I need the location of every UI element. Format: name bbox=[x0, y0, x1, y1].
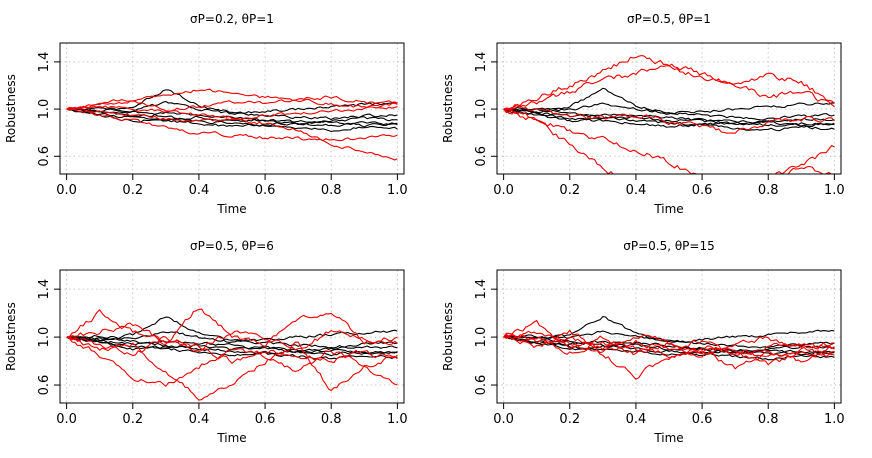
chart-title: σP=0.5, θP=6 bbox=[190, 239, 274, 253]
perturbed-path-11 bbox=[66, 95, 398, 112]
y-tick-label: 1.4 bbox=[474, 52, 489, 73]
x-tick-label: 0.2 bbox=[559, 183, 580, 198]
x-tick-label: 1.0 bbox=[387, 412, 408, 427]
model-path-1 bbox=[66, 89, 398, 121]
x-tick-label: 0.8 bbox=[758, 412, 779, 427]
model-path-3 bbox=[503, 336, 835, 356]
plot-frame bbox=[496, 42, 842, 175]
model-path-3 bbox=[66, 336, 398, 357]
perturbed-path-8 bbox=[503, 329, 835, 355]
y-tick-label: 1.0 bbox=[474, 327, 489, 348]
perturbed-path-8 bbox=[66, 336, 398, 387]
x-tick-label: 0.6 bbox=[255, 412, 276, 427]
y-tick-label: 1.4 bbox=[37, 52, 52, 73]
plot-frame bbox=[59, 269, 405, 404]
perturbed-path-11 bbox=[503, 105, 835, 134]
x-axis-title: Time bbox=[216, 431, 246, 445]
x-tick-label: 0.4 bbox=[189, 412, 210, 427]
model-path-6 bbox=[503, 108, 835, 132]
chart-panel-2: 0.0 0.2 0.4 0.6 0.8 1.0 0.6 1.0 1.4 Time Robustnes… bbox=[441, 12, 845, 216]
perturbed-path-10 bbox=[66, 322, 398, 353]
perturbed-path-9 bbox=[66, 107, 398, 142]
y-tick-label: 0.6 bbox=[474, 375, 489, 396]
x-tick-label: 0.4 bbox=[626, 412, 647, 427]
x-tick-label: 0.0 bbox=[493, 412, 514, 427]
x-tick-label: 0.2 bbox=[122, 183, 143, 198]
perturbed-path-10 bbox=[66, 105, 398, 161]
model-path-2 bbox=[503, 102, 835, 115]
y-tick-label: 1.4 bbox=[474, 279, 489, 300]
perturbed-path-9 bbox=[66, 335, 398, 401]
model-path-4 bbox=[503, 108, 835, 124]
chart-panel-1: 0.0 0.2 0.4 0.6 0.8 1.0 0.6 1.0 1.4 Time Robustnes… bbox=[4, 12, 408, 216]
perturbed-path-7 bbox=[66, 88, 398, 110]
x-tick-label: 1.0 bbox=[824, 412, 845, 427]
x-axis-title: Time bbox=[216, 202, 246, 216]
x-tick-label: 0.0 bbox=[56, 412, 77, 427]
perturbed-path-9 bbox=[503, 108, 835, 174]
x-tick-label: 0.0 bbox=[493, 183, 514, 198]
y-axis-title: Robustness bbox=[441, 302, 455, 371]
series-group bbox=[503, 55, 835, 174]
x-tick-label: 0.8 bbox=[758, 183, 779, 198]
x-tick-label: 0.8 bbox=[321, 412, 342, 427]
y-tick-label: 1.4 bbox=[37, 279, 52, 300]
perturbed-path-9 bbox=[503, 330, 835, 380]
x-tick-label: 0.6 bbox=[692, 412, 713, 427]
plot-frame bbox=[59, 42, 405, 175]
model-path-3 bbox=[66, 108, 398, 127]
x-tick-label: 0.2 bbox=[122, 412, 143, 427]
perturbed-path-8 bbox=[503, 63, 835, 110]
x-tick-label: 0.8 bbox=[321, 183, 342, 198]
perturbed-path-11 bbox=[503, 334, 835, 366]
plot-frame bbox=[496, 269, 842, 404]
perturbed-path-8 bbox=[66, 106, 398, 123]
model-path-6 bbox=[66, 107, 398, 133]
perturbed-path-7 bbox=[503, 55, 835, 111]
y-tick-label: 0.6 bbox=[474, 146, 489, 167]
y-axis-title: Robustness bbox=[4, 74, 18, 143]
x-tick-label: 0.6 bbox=[255, 183, 276, 198]
chart-panel-4: 0.0 0.2 0.4 0.6 0.8 1.0 0.6 1.0 1.4 Time Robustnes… bbox=[441, 239, 845, 445]
perturbed-path-7 bbox=[66, 308, 398, 348]
perturbed-path-11 bbox=[66, 336, 398, 364]
x-axis-title: Time bbox=[653, 202, 683, 216]
chart-title: σP=0.5, θP=1 bbox=[627, 12, 711, 26]
perturbed-path-10 bbox=[503, 108, 835, 174]
series-group bbox=[66, 308, 398, 401]
model-path-5 bbox=[503, 108, 835, 128]
x-tick-label: 1.0 bbox=[824, 183, 845, 198]
x-tick-label: 0.4 bbox=[626, 183, 647, 198]
x-tick-label: 0.0 bbox=[56, 183, 77, 198]
chart-panel-3: 0.0 0.2 0.4 0.6 0.8 1.0 0.6 1.0 1.4 Time Robustnes… bbox=[4, 239, 408, 445]
model-path-6 bbox=[66, 335, 398, 360]
x-tick-label: 0.6 bbox=[692, 183, 713, 198]
x-axis-title: Time bbox=[653, 431, 683, 445]
x-tick-label: 1.0 bbox=[387, 183, 408, 198]
chart-title: σP=0.2, θP=1 bbox=[190, 12, 274, 26]
x-tick-label: 0.2 bbox=[559, 412, 580, 427]
y-tick-label: 1.0 bbox=[37, 99, 52, 120]
series-group bbox=[66, 88, 398, 161]
y-tick-label: 1.0 bbox=[37, 327, 52, 348]
y-tick-label: 1.0 bbox=[474, 99, 489, 120]
model-path-2 bbox=[503, 329, 835, 343]
y-axis-title: Robustness bbox=[441, 74, 455, 143]
model-path-3 bbox=[503, 108, 835, 128]
model-path-5 bbox=[66, 336, 398, 355]
y-tick-label: 0.6 bbox=[37, 375, 52, 396]
chart-title: σP=0.5, θP=15 bbox=[623, 239, 715, 253]
model-path-5 bbox=[503, 336, 835, 356]
y-axis-title: Robustness bbox=[4, 302, 18, 371]
y-tick-label: 0.6 bbox=[37, 146, 52, 167]
series-group bbox=[503, 316, 835, 380]
perturbed-path-10 bbox=[503, 333, 835, 358]
x-tick-label: 0.4 bbox=[189, 183, 210, 198]
